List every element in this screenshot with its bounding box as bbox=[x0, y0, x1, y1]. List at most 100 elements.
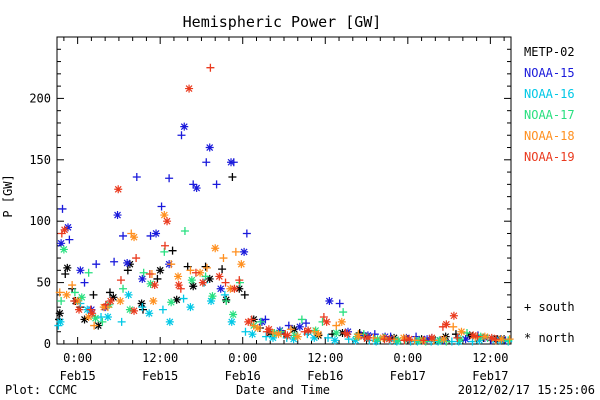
noaa-19-south-point bbox=[206, 63, 215, 72]
noaa-17-south-point bbox=[201, 272, 210, 281]
y-tick-label: 100 bbox=[29, 214, 51, 228]
noaa-18-north-point bbox=[314, 330, 323, 339]
noaa-15-north-point bbox=[216, 284, 225, 293]
noaa-17-north-point bbox=[167, 298, 176, 307]
legend-entry: NOAA-17 bbox=[524, 108, 575, 122]
noaa-19-south-point bbox=[145, 270, 154, 279]
noaa-18-north-point bbox=[497, 335, 506, 344]
noaa-15-north-point bbox=[57, 239, 66, 248]
marker-legend-entry: * north bbox=[524, 331, 575, 345]
noaa-16-north-point bbox=[207, 297, 216, 306]
x-tick-time-label: 0:00 bbox=[63, 351, 92, 365]
noaa-19-north-point bbox=[264, 325, 273, 334]
metp-02-north-point bbox=[125, 260, 134, 269]
noaa-18-south-point bbox=[231, 247, 240, 256]
noaa-17-north-point bbox=[59, 245, 68, 254]
metp-02-north-point bbox=[172, 295, 181, 304]
noaa-16-south-point bbox=[179, 294, 188, 303]
noaa-17-north-point bbox=[332, 328, 341, 337]
noaa-18-south-point bbox=[332, 321, 341, 330]
noaa-15-south-point bbox=[212, 180, 221, 189]
noaa-18-north-point bbox=[379, 333, 388, 342]
plot-timestamp: 2012/02/17 15:25:06 bbox=[458, 383, 595, 397]
plot-credit: Plot: CCMC bbox=[5, 383, 77, 397]
noaa-17-north-point bbox=[435, 336, 444, 345]
metp-02-south-point bbox=[105, 288, 114, 297]
noaa-19-north-point bbox=[343, 330, 352, 339]
noaa-15-north-point bbox=[180, 122, 189, 131]
noaa-15-north-point bbox=[275, 326, 284, 335]
noaa-18-south-point bbox=[55, 288, 64, 297]
metp-02-north-point bbox=[109, 293, 118, 302]
noaa-17-south-point bbox=[70, 288, 79, 297]
noaa-18-south-point bbox=[310, 327, 319, 336]
noaa-17-north-point bbox=[394, 336, 403, 345]
noaa-18-north-point bbox=[399, 333, 408, 342]
noaa-19-north-point bbox=[198, 278, 207, 287]
metp-02-north-point bbox=[235, 284, 244, 293]
noaa-18-north-point bbox=[160, 211, 169, 220]
noaa-18-south-point bbox=[268, 328, 277, 337]
noaa-19-south-point bbox=[176, 284, 185, 293]
metp-02-south-point bbox=[89, 290, 98, 299]
noaa-16-south-point bbox=[158, 305, 167, 314]
metp-02-north-point bbox=[137, 299, 146, 308]
noaa-17-south-point bbox=[504, 336, 513, 345]
noaa-18-south-point bbox=[167, 260, 176, 269]
noaa-15-north-point bbox=[227, 158, 236, 167]
noaa-18-south-point bbox=[286, 325, 295, 334]
noaa-16-south-point bbox=[344, 335, 353, 344]
noaa-19-north-point bbox=[75, 305, 84, 314]
noaa-18-north-point bbox=[196, 268, 205, 277]
noaa-15-south-point bbox=[202, 158, 211, 167]
noaa-17-south-point bbox=[160, 247, 169, 256]
x-tick-date-label: Feb17 bbox=[472, 369, 508, 383]
noaa-15-south-point bbox=[302, 319, 311, 328]
noaa-16-north-point bbox=[165, 317, 174, 326]
noaa-17-south-point bbox=[84, 268, 93, 277]
noaa-19-north-point bbox=[487, 333, 496, 342]
noaa-16-north-point bbox=[372, 337, 381, 346]
noaa-15-north-point bbox=[325, 297, 334, 306]
noaa-19-north-point bbox=[230, 284, 239, 293]
noaa-16-north-point bbox=[124, 290, 133, 299]
legend-entry: NOAA-15 bbox=[524, 66, 575, 80]
noaa-15-north-point bbox=[113, 211, 122, 220]
noaa-18-north-point bbox=[62, 290, 71, 299]
x-tick-date-label: Feb17 bbox=[390, 369, 426, 383]
noaa-19-north-point bbox=[106, 297, 115, 306]
noaa-18-north-point bbox=[439, 335, 448, 344]
noaa-18-north-point bbox=[116, 297, 125, 306]
metp-02-north-point bbox=[156, 266, 165, 275]
x-tick-time-label: 0:00 bbox=[393, 351, 422, 365]
metp-02-north-point bbox=[55, 309, 64, 318]
noaa-18-north-point bbox=[480, 332, 489, 341]
metp-02-south-point bbox=[123, 266, 132, 275]
noaa-15-south-point bbox=[92, 260, 101, 269]
noaa-15-south-point bbox=[177, 131, 186, 140]
noaa-15-south-point bbox=[189, 180, 198, 189]
metp-02-south-point bbox=[228, 172, 237, 181]
noaa-15-north-point bbox=[152, 229, 161, 238]
noaa-19-north-point bbox=[427, 333, 436, 342]
metp-02-south-point bbox=[218, 265, 227, 274]
noaa-15-south-point bbox=[119, 231, 128, 240]
metp-02-south-point bbox=[61, 270, 70, 279]
metp-02-south-point bbox=[168, 246, 177, 255]
noaa-17-south-point bbox=[297, 315, 306, 324]
y-axis-label: P [GW] bbox=[1, 174, 15, 217]
noaa-19-north-point bbox=[405, 335, 414, 344]
y-tick-label: 150 bbox=[29, 153, 51, 167]
noaa-15-north-point bbox=[205, 143, 214, 152]
noaa-18-south-point bbox=[410, 336, 419, 345]
noaa-16-south-point bbox=[220, 290, 229, 299]
noaa-16-north-point bbox=[145, 309, 154, 318]
series-legend: METP-02 NOAA-15 NOAA-16 NOAA-17 NOAA-18 NOAA-… bbox=[524, 45, 575, 164]
noaa-17-north-point bbox=[373, 335, 382, 344]
noaa-15-south-point bbox=[65, 235, 74, 244]
noaa-19-north-point bbox=[60, 225, 69, 234]
noaa-17-north-point bbox=[187, 276, 196, 285]
noaa-19-north-point bbox=[174, 281, 183, 290]
noaa-17-north-point bbox=[311, 326, 320, 335]
